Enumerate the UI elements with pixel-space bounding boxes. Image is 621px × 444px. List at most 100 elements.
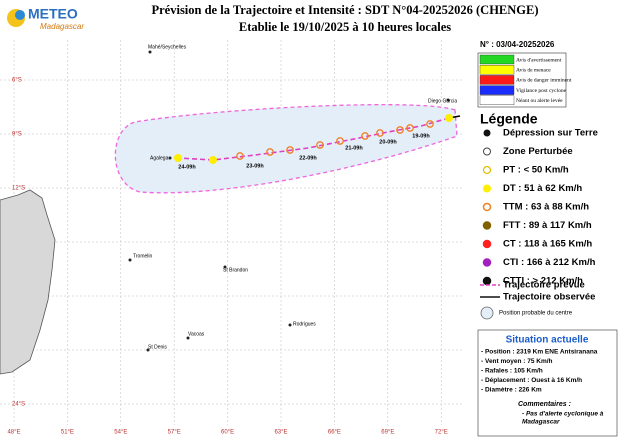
track-time-label: 23-09h	[246, 163, 264, 169]
situation-line: - Vent moyen : 75 Km/h	[481, 358, 553, 365]
lon-label: 69°E	[381, 430, 394, 436]
track-time-label: 19-09h	[412, 133, 430, 139]
alert-swatch	[479, 75, 515, 85]
lon-label: 60°E	[221, 430, 234, 436]
island	[446, 98, 450, 102]
subtitle: Etablie le 19/10/2025 à 10 heures locale…	[239, 20, 451, 34]
track-time-label: 21-09h	[345, 145, 363, 151]
dt-symbol	[174, 154, 182, 162]
island	[146, 348, 150, 352]
lon-label: 72°E	[435, 430, 448, 436]
lat-label: 6°S	[12, 78, 22, 84]
legend-label: Zone Perturbée	[503, 146, 573, 157]
legend-label: Trajectoire prévue	[503, 280, 585, 291]
alert-label: Avis de danger imminent	[516, 78, 572, 84]
legend-symbol	[482, 276, 492, 286]
legend-label: TTM : 63 à 88 Km/h	[503, 202, 589, 213]
legend-symbol	[483, 184, 491, 193]
legend-label: DT : 51 à 62 Km/h	[503, 183, 582, 194]
ttm-symbol	[266, 148, 274, 156]
side-panel: N° : 03/04-20252026 Légende Situation ac…	[477, 40, 618, 437]
place-label: Mahé/Seychelles	[148, 44, 187, 50]
alert-label: Néant ou alerte levée	[516, 98, 563, 104]
legend-label: FTT : 89 à 117 Km/h	[503, 220, 592, 231]
bulletin-number: N° : 03/04-20252026	[480, 40, 555, 49]
ttm-symbol	[426, 120, 434, 128]
lon-label: 57°E	[168, 430, 181, 436]
lat-label: 24°S	[12, 402, 25, 408]
legend-label: Trajectoire observée	[503, 292, 595, 303]
alert-swatch	[479, 95, 515, 106]
alert-swatch	[479, 64, 515, 75]
lon-label: 66°E	[328, 430, 341, 436]
situation-line: - Rafales : 105 Km/h	[481, 368, 543, 375]
legend-label: CT : 118 à 165 Km/h	[503, 239, 592, 250]
lon-label: 51°E	[61, 430, 74, 436]
legend-symbol	[482, 202, 492, 212]
lon-label: 48°E	[7, 430, 20, 436]
legend-label: CTTI : > 212 Km/h	[503, 276, 583, 287]
logo: METEO Madagascar	[7, 6, 84, 31]
island	[186, 336, 190, 340]
place-label: Tromelin	[133, 253, 152, 259]
legend-symbol	[483, 129, 491, 137]
lon-label: 63°E	[274, 430, 287, 436]
alert-label: Avis de menace	[516, 67, 551, 73]
island	[223, 265, 227, 269]
alert-swatch	[479, 54, 515, 65]
legend-label: PT : < 50 Km/h	[503, 165, 569, 176]
alert-label: Avis d'avertissement	[516, 57, 562, 63]
alert-label: Vigilance post cyclone	[516, 88, 567, 94]
island	[168, 156, 172, 160]
map: 48°E 51°E 54°E 57°E 60°E 63°E 66°E 69°E 72°E 6°S 9…	[0, 40, 462, 436]
lon-label: 54°E	[114, 430, 127, 436]
title: Prévision de la Trajectoire et Intensité…	[151, 3, 538, 17]
ttm-symbol	[406, 124, 414, 132]
legend-symbol	[482, 239, 492, 249]
legend-label: Dépression sur Terre	[503, 128, 598, 139]
island	[288, 323, 292, 327]
forecast-track	[177, 117, 450, 161]
alert-swatch	[479, 85, 515, 95]
legend-symbol	[482, 258, 492, 267]
ttm-symbol	[236, 152, 244, 160]
dt-symbol	[209, 156, 217, 164]
island	[128, 258, 132, 262]
ttm-symbol	[361, 132, 369, 140]
situation-line: - Déplacement : Ouest à 16 Km/h	[481, 377, 582, 384]
legend-label: Position probable du centre	[499, 311, 573, 317]
legend-symbol	[482, 221, 492, 230]
ttm-symbol	[336, 137, 344, 145]
lat-label: 12°S	[12, 186, 25, 192]
place-label: Diego Garcia	[428, 98, 457, 104]
logo-text: METEO	[28, 6, 78, 22]
place-label: Vacoas	[188, 331, 205, 337]
place-label: Rodrigues	[293, 321, 316, 327]
island	[148, 50, 152, 54]
ttm-symbol	[376, 129, 384, 137]
place-label: St Brandon	[223, 267, 248, 273]
ttm-symbol	[316, 141, 324, 149]
track-time-label: 22-09h	[299, 155, 317, 161]
ttm-symbol	[286, 146, 294, 154]
track-time-label: 24-09h	[178, 164, 196, 170]
situation-box	[477, 329, 618, 437]
dt-symbol	[445, 114, 453, 122]
ttm-symbol	[396, 126, 404, 134]
legend-title: Légende	[480, 111, 538, 127]
forecast-cone	[114, 104, 458, 194]
place-label: Agalega	[150, 155, 169, 161]
comments-title: Commentaires :	[518, 401, 571, 408]
comment-line: - Pas d'alerte cyclonique à	[522, 411, 604, 418]
legend-symbol	[480, 306, 494, 320]
legend-symbol	[482, 165, 492, 175]
situation-title: Situation actuelle	[506, 335, 589, 346]
madagascar	[0, 189, 56, 375]
comment-line: Madagascar	[522, 419, 560, 426]
logo-sub: Madagascar	[40, 22, 84, 31]
situation-line: - Diamètre : 226 Km	[481, 387, 542, 394]
logo-icon	[15, 10, 25, 20]
legend-symbol	[483, 147, 491, 156]
legend-label: CTI : 166 à 212 Km/h	[503, 257, 596, 268]
